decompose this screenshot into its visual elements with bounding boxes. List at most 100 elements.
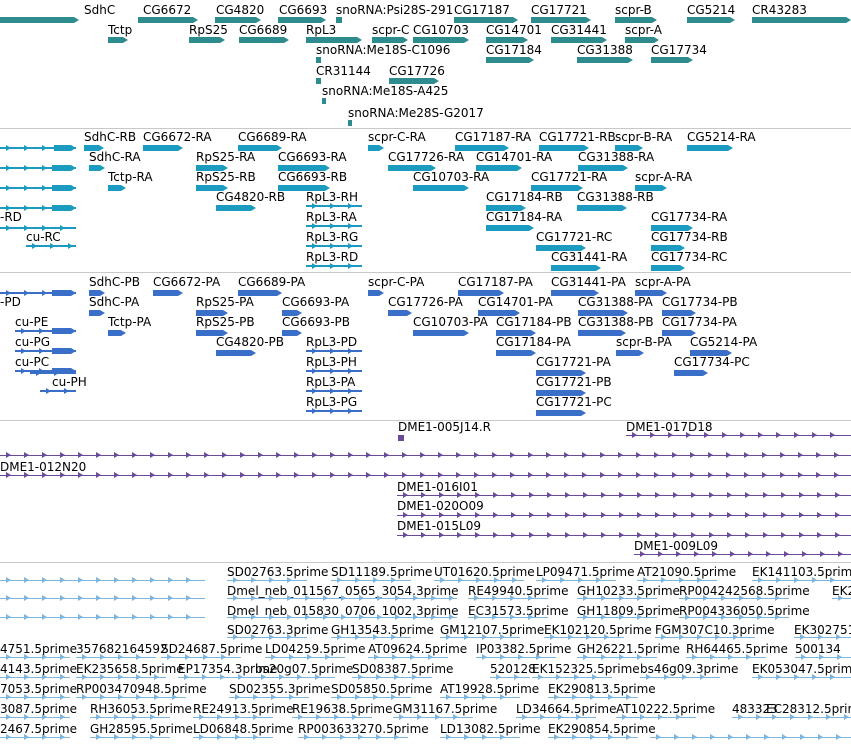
feature-span-line[interactable] (0, 147, 76, 149)
feature-glyph[interactable] (458, 290, 504, 296)
feature-label[interactable]: RpL3-RD (306, 250, 359, 264)
feature-glyph[interactable] (486, 37, 528, 43)
feature-glyph[interactable] (496, 350, 536, 356)
feature-glyph[interactable] (278, 17, 326, 23)
feature-glyph[interactable] (615, 17, 657, 23)
feature-glyph[interactable] (478, 310, 520, 316)
feature-label[interactable]: 520128 (490, 662, 536, 676)
feature-label[interactable]: RpL3-PG (306, 395, 358, 409)
feature-label[interactable]: CG6672 (143, 3, 192, 17)
feature-label[interactable]: snoRNA:Psi28S-291 (336, 3, 454, 17)
feature-label[interactable]: EK053047.5prime (752, 662, 851, 676)
feature-label[interactable]: RP004242568.5prime (679, 584, 810, 598)
feature-glyph[interactable] (455, 145, 509, 151)
feature-label[interactable]: DME1-012N20 (0, 460, 87, 474)
feature-label[interactable]: CG17187-PA (458, 275, 533, 289)
feature-label[interactable]: RP003633270.5prime (298, 722, 429, 736)
feature-label[interactable]: RpS25-PB (196, 315, 255, 329)
feature-span-line[interactable] (577, 617, 657, 618)
feature-glyph[interactable] (388, 165, 436, 171)
feature-label[interactable]: CG17721-PA (536, 355, 611, 369)
feature-glyph[interactable] (52, 348, 76, 354)
feature-label[interactable]: 2467.5prime (0, 722, 77, 736)
feature-label[interactable]: CG17734-RC (651, 250, 728, 264)
feature-glyph[interactable] (89, 165, 105, 171)
feature-span-line[interactable] (331, 580, 411, 581)
feature-label[interactable]: EK290813.5prime (548, 682, 656, 696)
feature-span-line[interactable] (0, 475, 851, 476)
feature-label[interactable]: CG17734-PA (662, 315, 737, 329)
feature-glyph[interactable] (52, 205, 76, 211)
feature-label[interactable]: SdhC-RB (84, 130, 137, 144)
feature-label[interactable]: GM31167.5prime (393, 702, 498, 716)
feature-label[interactable]: CG6693-PB (282, 315, 351, 329)
feature-glyph[interactable] (0, 17, 79, 23)
feature-glyph[interactable] (372, 37, 408, 43)
feature-label[interactable]: RpL3 (306, 23, 337, 37)
feature-glyph[interactable] (306, 37, 362, 43)
feature-span-line[interactable] (0, 617, 205, 618)
feature-span-line[interactable] (331, 637, 411, 638)
feature-span-line[interactable] (255, 677, 335, 678)
feature-label[interactable]: CG6689-PA (238, 275, 306, 289)
feature-label[interactable]: CG31388-RA (578, 150, 655, 164)
feature-label[interactable]: CG17734 (651, 43, 707, 57)
feature-label[interactable]: cu-RC (26, 230, 61, 244)
feature-label[interactable]: CG14701 (486, 23, 542, 37)
feature-glyph[interactable] (322, 98, 326, 104)
feature-label[interactable]: CG17187 (454, 3, 510, 17)
feature-label[interactable]: CG31388 (577, 43, 633, 57)
feature-label[interactable]: DME1-015L09 (397, 519, 481, 533)
feature-label[interactable]: RpL3-PA (306, 375, 356, 389)
feature-glyph[interactable] (52, 328, 76, 334)
feature-span-line[interactable] (440, 637, 520, 638)
feature-span-line[interactable] (640, 677, 720, 678)
feature-label[interactable]: CG17726-PA (388, 295, 463, 309)
feature-label[interactable]: GH13543.5prime (331, 623, 434, 637)
feature-glyph[interactable] (496, 330, 536, 336)
feature-glyph[interactable] (398, 435, 404, 441)
feature-label[interactable]: RH64465.5prime (686, 642, 788, 656)
feature-label[interactable]: DME1-016I01 (397, 480, 478, 494)
feature-label[interactable]: CG17721-PB (536, 375, 612, 389)
feature-glyph[interactable] (389, 78, 439, 84)
feature-label[interactable]: LD04259.5prime (265, 642, 366, 656)
feature-span-line[interactable] (0, 677, 70, 678)
feature-label[interactable]: CG17184-PA (496, 335, 571, 349)
feature-span-line[interactable] (679, 598, 789, 599)
feature-glyph[interactable] (108, 185, 126, 191)
feature-label[interactable]: RpL3-RA (306, 210, 357, 224)
feature-label[interactable]: RpL3-PH (306, 355, 357, 369)
feature-label[interactable]: SdhC-RA (89, 150, 141, 164)
feature-label[interactable]: cu-PH (52, 375, 87, 389)
feature-label[interactable]: EP17354.3prime (178, 662, 278, 676)
feature-label[interactable]: RE49940.5prime (468, 584, 569, 598)
feature-span-line[interactable] (15, 350, 76, 352)
feature-label[interactable]: scpr-C (372, 23, 410, 37)
feature-glyph[interactable] (189, 37, 225, 43)
feature-span-line[interactable] (468, 598, 548, 599)
feature-glyph[interactable] (238, 290, 282, 296)
feature-glyph[interactable] (486, 225, 534, 231)
feature-span-line[interactable] (227, 637, 307, 638)
feature-glyph[interactable] (674, 370, 708, 376)
feature-span-line[interactable] (229, 697, 309, 698)
feature-glyph[interactable] (52, 165, 76, 171)
feature-label[interactable]: AT21090.5prime (637, 565, 737, 579)
feature-span-line[interactable] (90, 717, 170, 718)
feature-label[interactable]: CR43283 (752, 3, 807, 17)
feature-label[interactable]: CG17721-RB (539, 130, 616, 144)
feature-glyph[interactable] (54, 145, 76, 151)
feature-label[interactable]: CG17187-RA (455, 130, 532, 144)
feature-glyph[interactable] (216, 205, 256, 211)
feature-label[interactable]: CG17184-PB (496, 315, 572, 329)
feature-label[interactable]: DME1-005J14.R (398, 420, 492, 434)
feature-label[interactable]: EK235658.5prime (76, 662, 184, 676)
feature-glyph[interactable] (336, 17, 342, 23)
feature-glyph[interactable] (578, 165, 628, 171)
feature-glyph[interactable] (578, 310, 628, 316)
feature-label[interactable]: DME1-020O09 (397, 499, 484, 513)
feature-span-line[interactable] (15, 330, 76, 332)
feature-label[interactable]: scpr-C-PA (368, 275, 425, 289)
